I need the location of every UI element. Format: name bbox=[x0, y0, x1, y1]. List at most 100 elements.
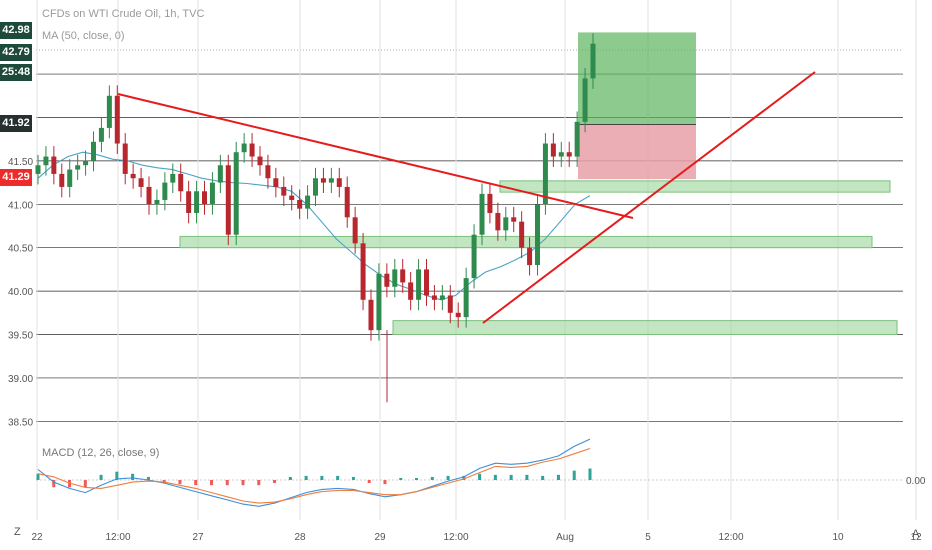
candle-body bbox=[416, 269, 422, 300]
macd-histogram-bar bbox=[430, 476, 434, 480]
trendline bbox=[117, 93, 634, 219]
candle-body bbox=[233, 152, 239, 235]
macd-histogram-bar bbox=[525, 474, 529, 480]
candle-body bbox=[503, 217, 509, 231]
y-tick-label: 40.50 bbox=[8, 244, 33, 255]
candle-body bbox=[202, 191, 207, 205]
candle-body bbox=[209, 182, 215, 205]
macd-histogram-bar bbox=[399, 478, 403, 480]
candle-body bbox=[265, 165, 271, 179]
candle-body bbox=[566, 152, 572, 157]
candle-body bbox=[320, 178, 326, 183]
macd-signal-line bbox=[37, 447, 591, 504]
candle-body bbox=[424, 269, 429, 296]
macd-histogram-bar bbox=[241, 480, 245, 486]
candle-body bbox=[431, 295, 437, 300]
candle-body bbox=[257, 156, 263, 166]
candle-body bbox=[550, 143, 556, 157]
y-tick-label: 41.50 bbox=[8, 157, 33, 168]
candle-body bbox=[43, 156, 49, 166]
macd-histogram-bar bbox=[462, 475, 466, 480]
candle-body bbox=[495, 212, 501, 231]
macd-histogram-bar bbox=[336, 475, 340, 480]
macd-histogram-bar bbox=[257, 480, 261, 486]
macd-histogram-bar bbox=[541, 475, 545, 480]
candle-body bbox=[447, 295, 453, 313]
candle-body bbox=[558, 152, 564, 157]
macd-histogram-bar bbox=[304, 475, 308, 480]
candle-body bbox=[67, 169, 73, 187]
ma-line bbox=[37, 151, 591, 301]
price-tag-last: 42.79 bbox=[0, 44, 32, 61]
candle-body bbox=[297, 199, 303, 209]
candle-body bbox=[186, 191, 192, 213]
candle-body bbox=[519, 221, 525, 248]
candle-body bbox=[384, 273, 390, 287]
price-tag-target: 42.98 bbox=[0, 22, 32, 39]
zoom-button[interactable]: Z bbox=[14, 526, 21, 538]
candle-body bbox=[535, 204, 540, 266]
x-tick-label: 5 bbox=[645, 532, 651, 543]
plot-area bbox=[36, 0, 903, 520]
candle-body bbox=[138, 178, 144, 187]
candle-body bbox=[35, 165, 41, 174]
macd-histogram-bar bbox=[556, 474, 560, 480]
macd-histogram-bar bbox=[115, 471, 119, 480]
candle-body bbox=[305, 195, 311, 209]
macd-tick-label: 0.00 bbox=[906, 476, 926, 487]
macd-histogram-bar bbox=[225, 480, 229, 486]
x-tick-label: 22 bbox=[31, 532, 43, 543]
candle-body bbox=[114, 95, 120, 144]
candle-body bbox=[289, 195, 295, 200]
candle-body bbox=[217, 165, 223, 183]
candle-body bbox=[249, 143, 255, 157]
x-tick-label: 28 bbox=[294, 532, 306, 543]
macd-histogram-bar bbox=[83, 480, 87, 488]
support-zone bbox=[392, 320, 898, 336]
macd-histogram-bar bbox=[415, 478, 419, 480]
candle-body bbox=[336, 178, 342, 187]
support-zone bbox=[179, 235, 873, 249]
candle-body bbox=[527, 247, 533, 266]
macd-histogram-bar bbox=[588, 468, 592, 480]
candle-body bbox=[400, 269, 406, 283]
x-tick-label: 27 bbox=[192, 532, 204, 543]
macd-histogram-bar bbox=[509, 474, 513, 480]
candle-body bbox=[439, 295, 445, 300]
candle-body bbox=[463, 278, 469, 318]
x-tick-label: 29 bbox=[374, 532, 386, 543]
candle-body bbox=[574, 121, 580, 157]
macd-histogram-bar bbox=[36, 473, 40, 480]
y-tick-label: 39.00 bbox=[8, 374, 33, 385]
candle-body bbox=[241, 143, 247, 153]
x-tick-label: 12:00 bbox=[105, 532, 130, 543]
candle-body bbox=[408, 282, 414, 300]
price-tag-countdown: 25:48 bbox=[0, 64, 32, 81]
candle-body bbox=[313, 178, 318, 196]
candle-body bbox=[146, 186, 152, 205]
macd-histogram-bar bbox=[178, 480, 182, 485]
auto-scale-button[interactable]: A bbox=[912, 528, 920, 540]
candle-body bbox=[51, 156, 57, 174]
candle-body bbox=[225, 165, 231, 235]
macd-histogram-bar bbox=[320, 475, 324, 480]
macd-histogram-bar bbox=[383, 480, 387, 485]
candle-body bbox=[98, 127, 104, 142]
macd-histogram-bar bbox=[351, 476, 355, 480]
trendline bbox=[482, 71, 816, 324]
ma-label: MA (50, close, 0) bbox=[42, 30, 125, 42]
candle-body bbox=[273, 178, 279, 187]
candle-body bbox=[376, 273, 382, 331]
macd-histogram-bar bbox=[273, 480, 277, 484]
candle-body bbox=[162, 182, 168, 200]
candle-body bbox=[344, 186, 350, 218]
candle-body bbox=[75, 165, 81, 170]
price-tag-stop: 41.29 bbox=[0, 169, 32, 186]
chart-title: CFDs on WTI Crude Oil, 1h, TVC bbox=[42, 8, 205, 20]
macd-line bbox=[37, 438, 591, 507]
candle-body bbox=[471, 234, 477, 279]
macd-histogram-bar bbox=[162, 480, 166, 484]
macd-histogram-bar bbox=[493, 474, 497, 480]
macd-histogram-bar bbox=[288, 476, 292, 480]
